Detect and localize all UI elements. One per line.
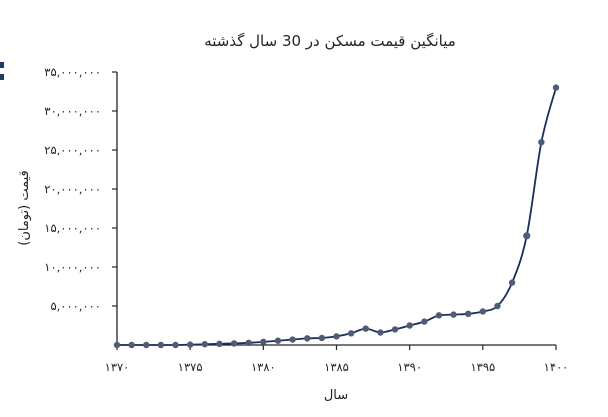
x-axis-ticks: ۱۳۷۰ ۱۳۷۵ ۱۳۸۰ ۱۳۸۵ ۱۳۹۰ ۱۳۹۵ ۱۴۰۰ [105, 345, 569, 374]
data-point [421, 318, 428, 325]
x-tick-label: ۱۳۹۰ [397, 360, 422, 374]
x-tick-label: ۱۳۷۰ [105, 360, 130, 374]
data-point [216, 340, 223, 348]
data-point [186, 341, 194, 348]
series-points [113, 84, 560, 349]
data-point [157, 341, 165, 349]
y-tick-label: ۳۰,۰۰۰,۰۰۰ [44, 104, 101, 118]
data-point [435, 312, 443, 319]
x-tick-label: ۱۴۰۰ [544, 360, 569, 374]
y-axis-ticks: ۵,۰۰۰,۰۰۰ ۱۰,۰۰۰,۰۰۰ ۱۵,۰۰۰,۰۰۰ ۲۰,۰۰۰,۰۰۰ ۲… [44, 65, 117, 313]
data-point [245, 339, 252, 347]
data-point [391, 326, 399, 333]
data-point [508, 279, 516, 286]
corner-decoration-bottom [0, 74, 4, 80]
data-point [362, 325, 369, 332]
data-point [143, 341, 150, 349]
data-point [318, 334, 326, 342]
data-point [113, 341, 121, 349]
data-point [201, 341, 208, 348]
corner-decoration-top [0, 62, 4, 68]
data-point [406, 322, 413, 329]
data-point [128, 341, 135, 349]
data-point [347, 330, 355, 337]
y-axis-label: قیمت (تومان) [17, 170, 32, 246]
y-tick-label: ۲۵,۰۰۰,۰۰۰ [44, 143, 101, 157]
x-tick-label: ۱۳۸۵ [324, 360, 349, 374]
y-tick-label: ۱۰,۰۰۰,۰۰۰ [44, 260, 101, 274]
y-tick-label: ۳۵,۰۰۰,۰۰۰ [44, 65, 101, 79]
data-point [523, 232, 531, 240]
x-axis-label: سال [324, 388, 348, 403]
data-point [552, 84, 560, 91]
chart-title: میانگین قیمت مسکن در 30 سال گذشته [204, 32, 456, 50]
data-point [172, 341, 179, 349]
data-point [304, 335, 311, 342]
x-tick-label: ۱۳۹۵ [470, 360, 495, 374]
x-tick-label: ۱۳۸۰ [251, 360, 276, 374]
data-point [494, 302, 501, 310]
data-point [465, 310, 472, 317]
series-line [116, 87, 557, 346]
data-point [538, 139, 545, 146]
data-point [289, 336, 296, 343]
data-point [274, 337, 282, 344]
data-point [333, 333, 340, 340]
x-tick-label: ۱۳۷۵ [178, 360, 203, 374]
data-point [230, 340, 238, 347]
y-tick-label: ۵,۰۰۰,۰۰۰ [50, 299, 101, 313]
y-tick-label: ۲۰,۰۰۰,۰۰۰ [44, 182, 101, 196]
data-point [450, 311, 457, 318]
data-point [377, 329, 384, 336]
data-point [260, 338, 267, 346]
y-tick-label: ۱۵,۰۰۰,۰۰۰ [44, 221, 101, 235]
data-point [479, 308, 487, 315]
